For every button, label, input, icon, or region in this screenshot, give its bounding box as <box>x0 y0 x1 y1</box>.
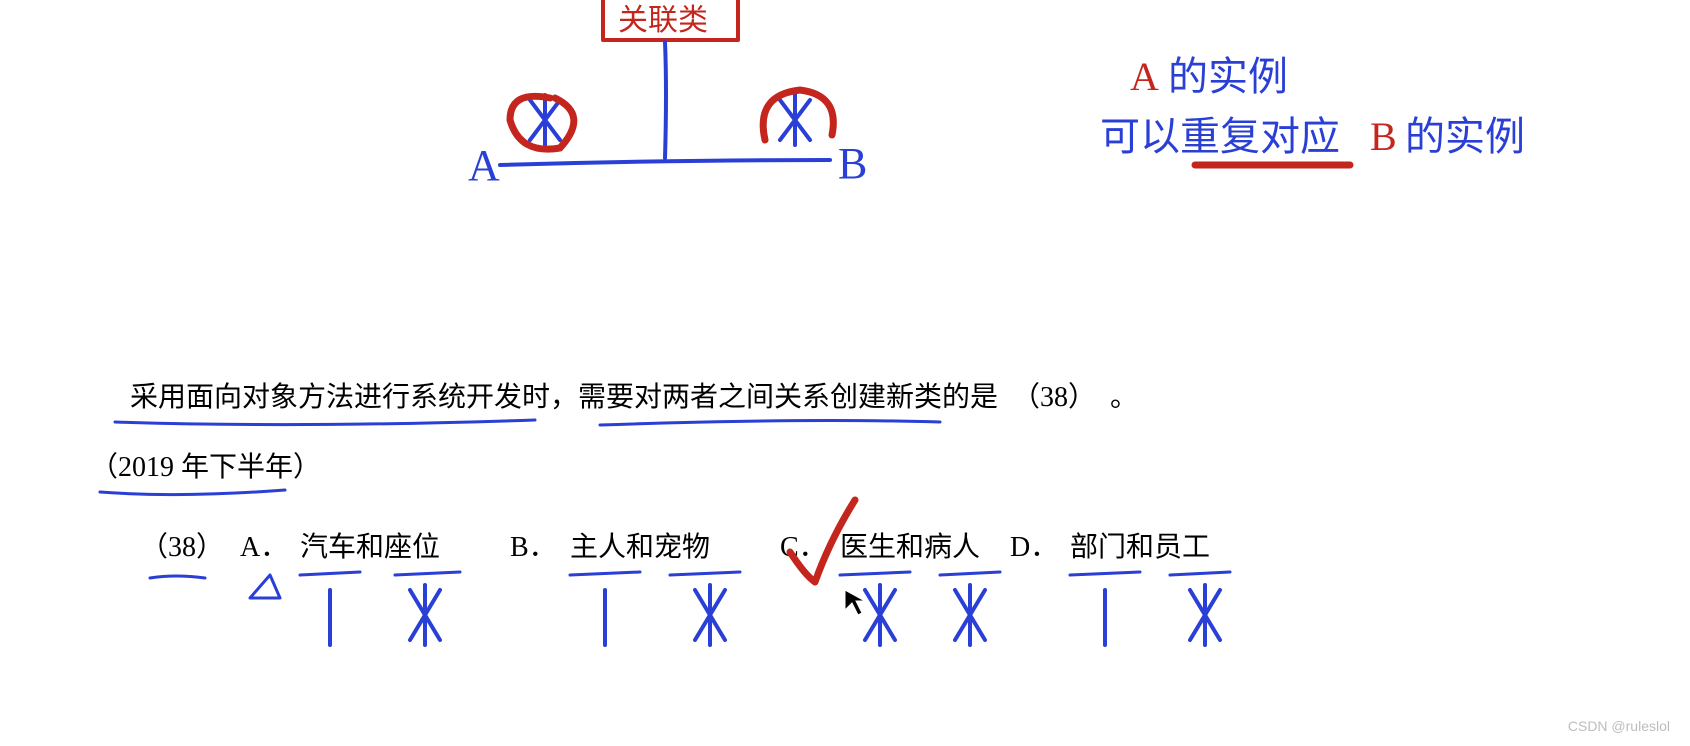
option-d-letter: D． <box>1010 530 1058 566</box>
triangle-mark <box>250 575 280 598</box>
diagram-dash-line <box>665 42 666 158</box>
dash-c1 <box>840 572 910 575</box>
option-d-text: 部门和员工 <box>1070 530 1210 566</box>
option-a-letter: A． <box>240 530 288 566</box>
option-c-letter: C． <box>780 530 827 566</box>
diagram-left-star <box>530 95 560 145</box>
underline-question-right <box>600 421 940 425</box>
diagram-left-star-circle <box>510 96 574 149</box>
mark-d-star <box>1190 585 1220 645</box>
cursor-icon <box>845 590 865 615</box>
dash-a1 <box>300 572 360 575</box>
option-b-text: 主人和宠物 <box>570 530 710 566</box>
note-line2-blue-b: 的实例 <box>1405 114 1525 159</box>
dash-b2 <box>670 572 740 575</box>
diagram-association-line <box>500 160 830 165</box>
dash-38 <box>150 576 205 578</box>
mark-c-star-right <box>955 585 985 645</box>
mark-c-star-left <box>865 585 895 645</box>
underline-year <box>100 490 285 495</box>
mark-b-star <box>695 585 725 645</box>
dash-b1 <box>570 572 640 575</box>
dash-d1 <box>1070 572 1140 575</box>
handwritten-note: A 的实例 可以重复对应 B 的实例 <box>1100 54 1525 165</box>
association-class-label: 关联类 <box>618 4 708 37</box>
option-c-text: 医生和病人 <box>840 530 980 566</box>
question-text: 采用面向对象方法进行系统开发时，需要对两者之间关系创建新类的是 （38） 。 <box>130 380 1138 416</box>
option-b-letter: B． <box>510 530 557 566</box>
diagram-label-b: B <box>838 139 867 188</box>
dash-c2 <box>940 572 1000 575</box>
note-line2-blue-a: 可以重复对应 <box>1100 114 1340 159</box>
association-class-box: 关联类 <box>603 0 738 40</box>
watermark: CSDN @ruleslol <box>1568 718 1670 734</box>
mark-a-star <box>410 585 440 645</box>
note-a-red: A <box>1130 54 1159 99</box>
year-text: （2019 年下半年） <box>90 450 321 486</box>
note-b-red: B <box>1370 114 1397 159</box>
diagram-label-a: A <box>468 141 500 190</box>
diagram-right-star <box>780 95 810 145</box>
options-prefix: （38） <box>140 530 224 566</box>
annotation-layer: 关联类 A B A 的实例 可以重复对应 B 的实例 <box>0 0 1690 746</box>
dash-d2 <box>1170 572 1230 575</box>
dash-a2 <box>395 572 460 575</box>
underline-question-left <box>115 420 535 425</box>
diagram-right-star-circle <box>763 90 833 140</box>
note-line1-blue: 的实例 <box>1168 54 1288 99</box>
option-a-text: 汽车和座位 <box>300 530 440 566</box>
